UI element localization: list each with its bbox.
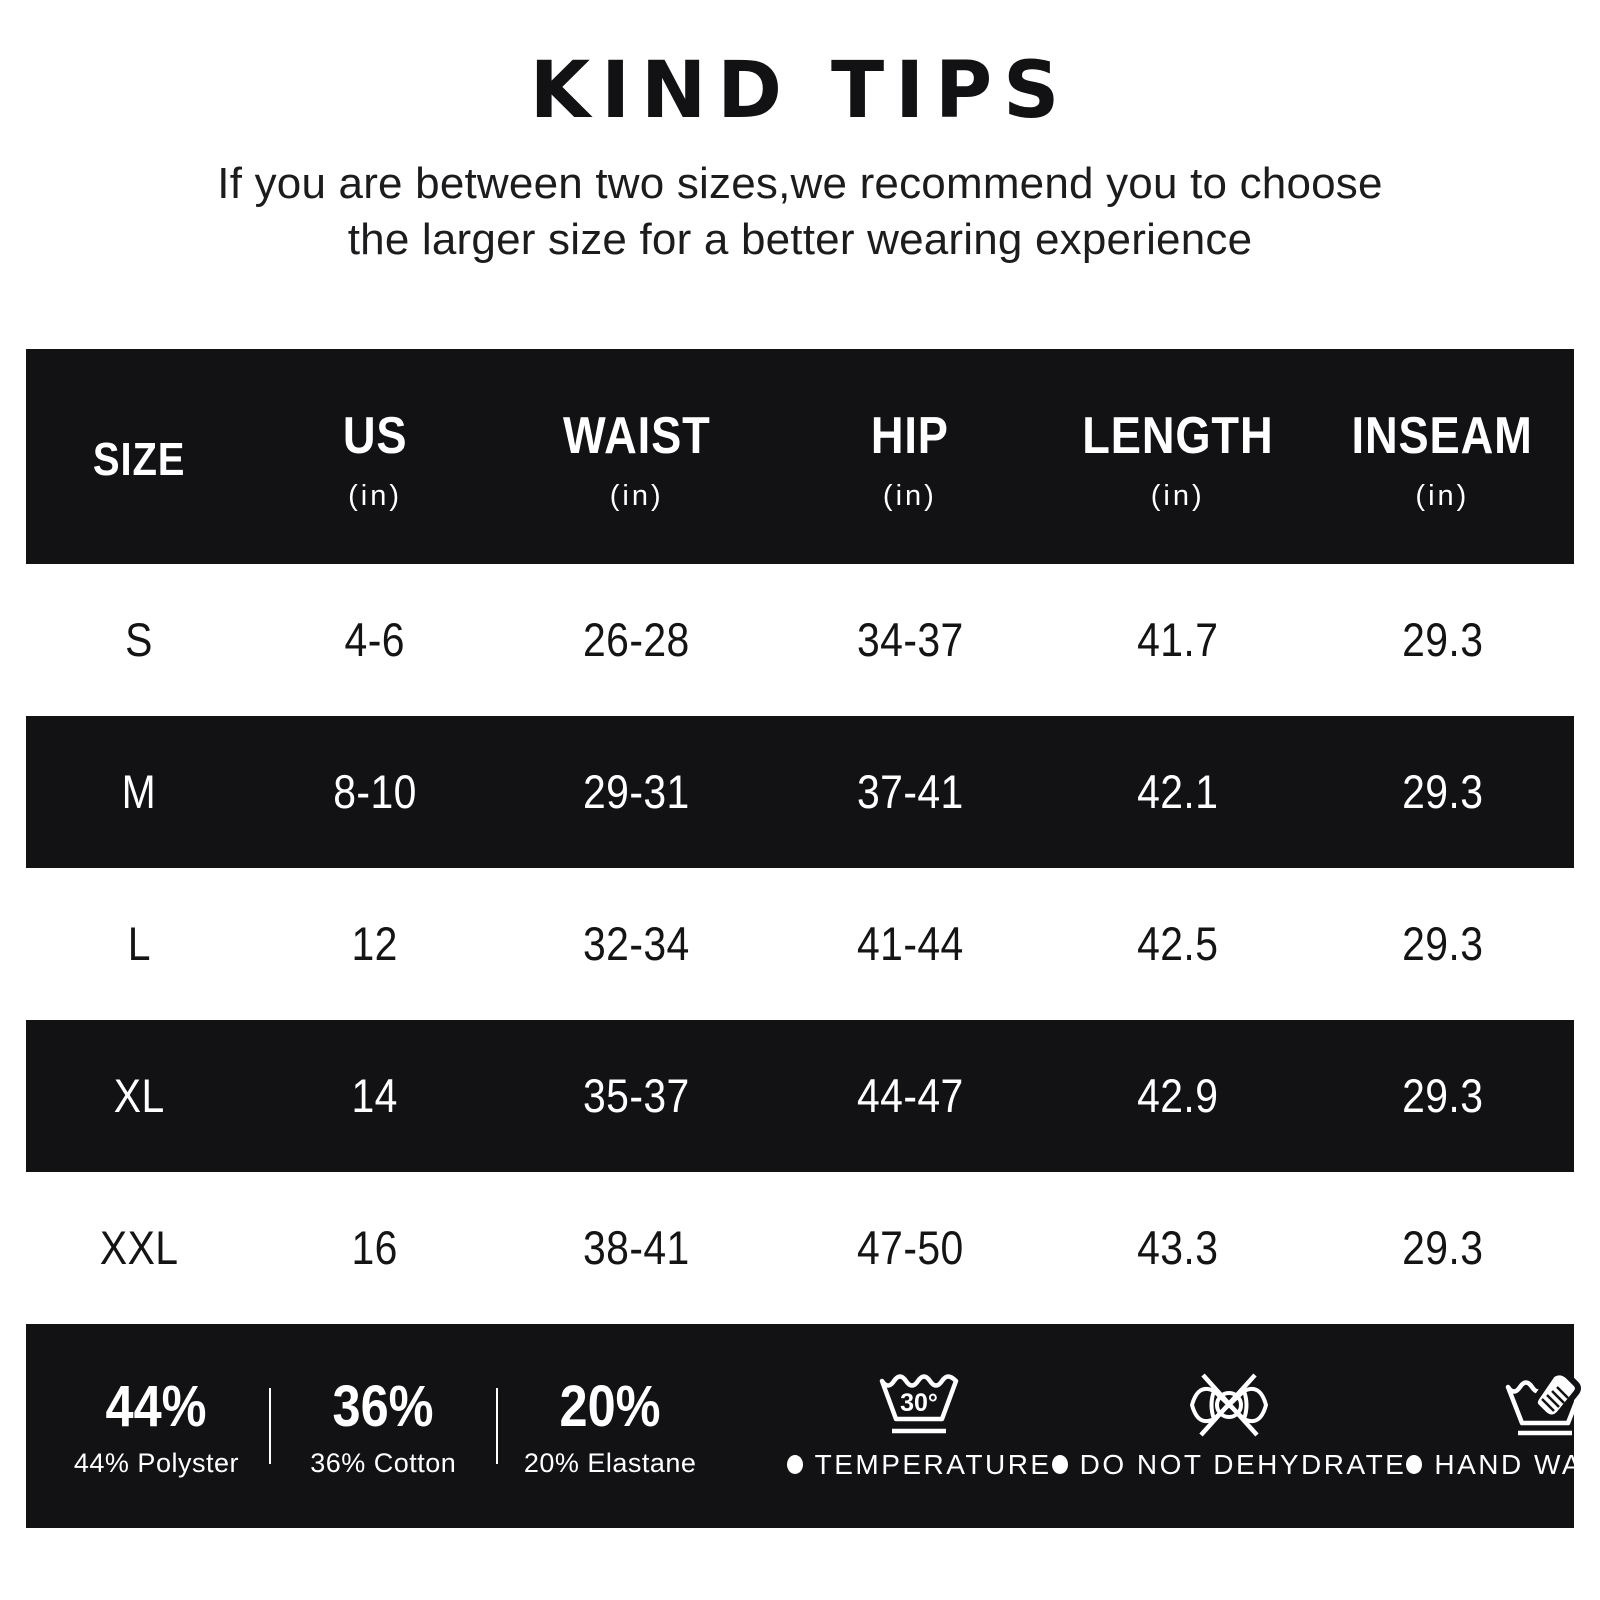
table-row-l: L 12 32-34 41-44 42.5 29.3 — [26, 867, 1574, 1020]
cell-hip: 41-44 — [856, 917, 964, 971]
cell-us: 14 — [351, 1069, 399, 1123]
fabric-composition: 44% 44% Polyster 36% 36% Cotton 20% 20% … — [26, 1324, 723, 1528]
cell-inseam: 29.3 — [1401, 765, 1484, 819]
cell-waist: 32-34 — [583, 917, 691, 971]
cell-inseam: 29.3 — [1401, 1221, 1484, 1275]
cell-length: 41.7 — [1136, 613, 1219, 667]
cell-length: 42.5 — [1136, 917, 1219, 971]
vertical-divider — [495, 1387, 498, 1464]
header-label: INSEAM — [1351, 406, 1533, 465]
header-unit: (in) — [1415, 479, 1470, 512]
cell-size: M — [121, 765, 157, 819]
composition-label: 20% Elastane — [523, 1447, 697, 1478]
composition-polyester: 44% 44% Polyster — [44, 1373, 269, 1479]
care-label: HAND WASHING — [1434, 1448, 1600, 1480]
do-not-wring-icon — [1189, 1373, 1268, 1437]
header-label: US — [342, 406, 408, 465]
hand-washing-icon — [1506, 1370, 1585, 1435]
cell-size: L — [127, 917, 151, 971]
care-label-row: TEMPERATURE — [786, 1448, 1052, 1481]
cell-size: S — [125, 613, 153, 667]
wash-temperature-icon: 30° — [879, 1373, 959, 1433]
composition-elastane: 20% 20% Elastane — [498, 1373, 723, 1479]
composition-cotton: 36% 36% Cotton — [271, 1373, 496, 1479]
cell-length: 43.3 — [1136, 1221, 1219, 1275]
cell-us: 12 — [351, 917, 399, 971]
temperature-value: 30° — [900, 1389, 938, 1417]
cell-us: 8-10 — [333, 765, 417, 819]
header-unit: (in) — [882, 479, 937, 512]
bullet-icon — [1406, 1455, 1423, 1475]
header-unit: (in) — [1150, 479, 1205, 512]
care-label: DO NOT DEHYDRATE — [1079, 1448, 1407, 1480]
composition-percent: 36% — [332, 1373, 434, 1439]
cell-hip: 44-47 — [856, 1069, 964, 1123]
page-title: KIND TIPS — [529, 46, 1071, 136]
header-label: LENGTH — [1082, 406, 1274, 465]
header-label: SIZE — [92, 433, 186, 486]
header-cell-size: SIZE — [86, 426, 192, 486]
cell-us: 16 — [351, 1221, 399, 1275]
cell-waist: 35-37 — [583, 1069, 691, 1123]
header-unit: (in) — [348, 479, 402, 512]
cell-size: XL — [113, 1069, 165, 1123]
header-unit: (in) — [609, 479, 664, 512]
composition-label: 44% Polyster — [73, 1447, 239, 1478]
care-label: TEMPERATURE — [814, 1448, 1052, 1480]
care-hand-washing: HAND WASHING — [1406, 1370, 1600, 1481]
header-label: WAIST — [562, 406, 711, 465]
cell-length: 42.1 — [1136, 765, 1219, 819]
care-label-row: DO NOT DEHYDRATE — [1051, 1448, 1407, 1481]
header-cell-length: LENGTH (in) — [1068, 400, 1288, 513]
cell-length: 42.9 — [1136, 1069, 1219, 1123]
subtitle-line-2: the larger size for a better wearing exp… — [347, 215, 1253, 265]
vertical-divider — [268, 1387, 271, 1464]
composition-care-bar: 44% 44% Polyster 36% 36% Cotton 20% 20% … — [26, 1323, 1600, 1528]
size-table: SIZE US (in) WAIST (in) HIP (in) LENGTH … — [26, 348, 1574, 1324]
composition-percent: 44% — [105, 1373, 207, 1439]
header-cell-inseam: INSEAM (in) — [1338, 400, 1546, 513]
table-row-xxl: XXL 16 38-41 47-50 43.3 29.3 — [26, 1171, 1574, 1324]
cell-inseam: 29.3 — [1401, 917, 1484, 971]
composition-label: 36% Cotton — [310, 1447, 457, 1478]
care-instructions: 30° TEMPERATURE — [723, 1370, 1600, 1481]
table-header-row: SIZE US (in) WAIST (in) HIP (in) LENGTH … — [26, 348, 1574, 564]
cell-inseam: 29.3 — [1401, 613, 1484, 667]
cell-waist: 29-31 — [583, 765, 691, 819]
cell-size: XXL — [99, 1221, 179, 1275]
care-label-row: HAND WASHING — [1406, 1449, 1600, 1481]
subtitle-line-1: If you are between two sizes,we recommen… — [217, 159, 1383, 208]
care-temperature: 30° TEMPERATURE — [786, 1371, 1052, 1481]
size-chart-page: KIND TIPS If you are between two sizes,w… — [0, 52, 1600, 1528]
table-row-xl: XL 14 35-37 44-47 42.9 29.3 — [26, 1019, 1574, 1172]
cell-hip: 34-37 — [856, 613, 964, 667]
table-row-s: S 4-6 26-28 34-37 41.7 29.3 — [26, 563, 1574, 716]
cell-hip: 37-41 — [856, 765, 964, 819]
header-cell-us: US (in) — [338, 400, 412, 513]
cell-us: 4-6 — [344, 613, 406, 667]
cell-waist: 38-41 — [583, 1221, 691, 1275]
care-do-not-dehydrate: DO NOT DEHYDRATE — [1051, 1371, 1407, 1481]
header-cell-hip: HIP (in) — [865, 400, 955, 513]
table-row-m: M 8-10 29-31 37-41 42.1 29.3 — [26, 715, 1574, 868]
composition-percent: 20% — [559, 1373, 661, 1439]
header-label: HIP — [870, 406, 949, 465]
bullet-icon — [786, 1455, 803, 1475]
header-cell-waist: WAIST (in) — [552, 400, 722, 513]
cell-waist: 26-28 — [583, 613, 691, 667]
bullet-icon — [1051, 1455, 1068, 1475]
cell-hip: 47-50 — [856, 1221, 964, 1275]
cell-inseam: 29.3 — [1401, 1069, 1484, 1123]
